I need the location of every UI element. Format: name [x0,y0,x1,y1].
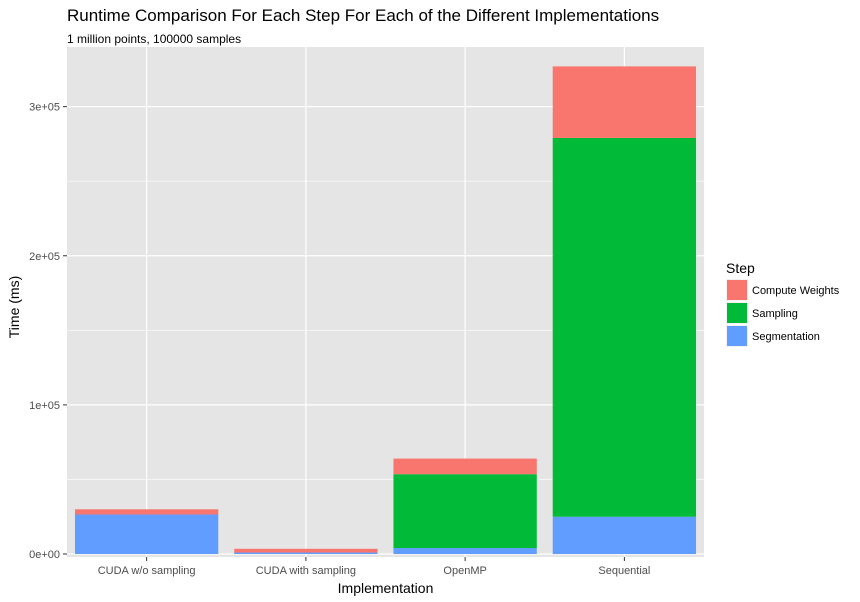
x-tick-label: OpenMP [443,565,486,577]
legend-swatch-compute-weights [727,280,747,300]
bar-compute-weights-cuda-w-o-sampling [74,509,219,515]
bar-segmentation-cuda-with-sampling [234,552,378,555]
bar-segmentation-openmp [393,548,537,555]
legend-label-segmentation: Segmentation [752,331,820,343]
bar-segmentation-cuda-w-o-sampling [74,514,219,555]
bar-sampling-sequential [552,137,697,517]
x-tick-label: CUDA w/o sampling [98,565,196,577]
x-axis: CUDA w/o sampling CUDA with sampling OpenM… [98,557,650,577]
x-tick-label: Sequential [598,565,650,577]
bars [74,66,697,555]
y-axis-label: Time (ms) [6,276,22,338]
y-tick-label: 1e+05 [29,400,60,412]
chart-subtitle: 1 million points, 100000 samples [67,32,241,46]
bar-compute-weights-openmp [393,458,537,475]
legend-swatch-sampling [727,303,747,323]
legend-label-compute-weights: Compute Weights [752,285,840,297]
chart-title: Runtime Comparison For Each Step For Eac… [67,6,659,25]
bar-segmentation-sequential [552,516,697,555]
y-tick-label: 0e+00 [29,549,60,561]
bar-compute-weights-sequential [552,66,697,138]
y-tick-label: 2e+05 [29,251,60,263]
legend: Step Compute Weights Sampling Segmentation [726,260,840,347]
bar-compute-weights-cuda-with-sampling [234,548,378,553]
y-tick-label: 3e+05 [29,102,60,114]
legend-title: Step [726,260,755,276]
x-axis-label: Implementation [338,580,434,596]
legend-swatch-segmentation [727,326,747,346]
bar-sampling-openmp [393,474,537,549]
x-tick-label: CUDA with sampling [256,565,356,577]
y-axis: 0e+00 1e+05 2e+05 3e+05 [29,102,67,561]
legend-label-sampling: Sampling [752,308,798,320]
